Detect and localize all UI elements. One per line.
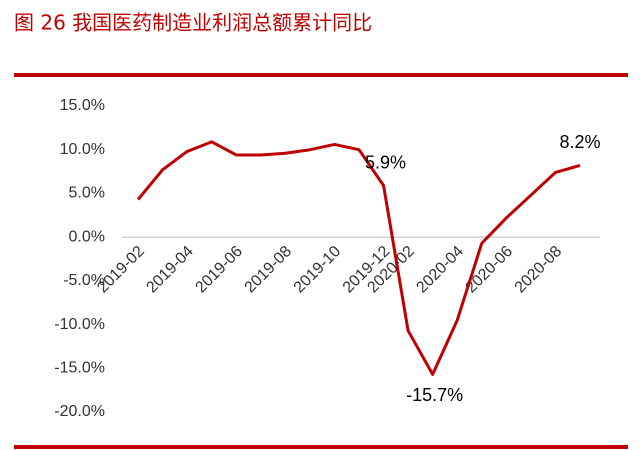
x-tick-label: 2019-10 (291, 243, 345, 297)
y-tick-label: -15.0% (54, 360, 105, 377)
y-tick-label: -5.0% (63, 272, 105, 289)
x-tick-label: 2019-08 (242, 243, 296, 297)
y-tick-label: -20.0% (54, 403, 105, 420)
bottom-rule (14, 445, 628, 449)
top-rule (14, 73, 628, 77)
chart-title: 图 26 我国医药制造业利润总额累计同比 (14, 11, 372, 35)
x-tick-label: 2019-06 (192, 243, 246, 297)
y-tick-label: 5.0% (69, 185, 105, 202)
y-tick-label: 10.0% (60, 141, 105, 158)
data-line (136, 140, 581, 376)
y-tick-label: 0.0% (69, 228, 105, 245)
x-tick-label: 2020-06 (463, 243, 517, 297)
y-tick-label: -10.0% (54, 316, 105, 333)
x-tick-label: 2020-04 (413, 243, 467, 297)
x-tick-label: 2019-02 (94, 243, 148, 297)
x-tick-label: 2020-08 (512, 243, 566, 297)
data-label: 8.2% (559, 132, 600, 152)
data-label: 5.9% (365, 152, 406, 172)
y-tick-label: 15.0% (60, 97, 105, 114)
x-tick-label: 2019-04 (143, 243, 197, 297)
data-label: -15.7% (406, 385, 463, 405)
